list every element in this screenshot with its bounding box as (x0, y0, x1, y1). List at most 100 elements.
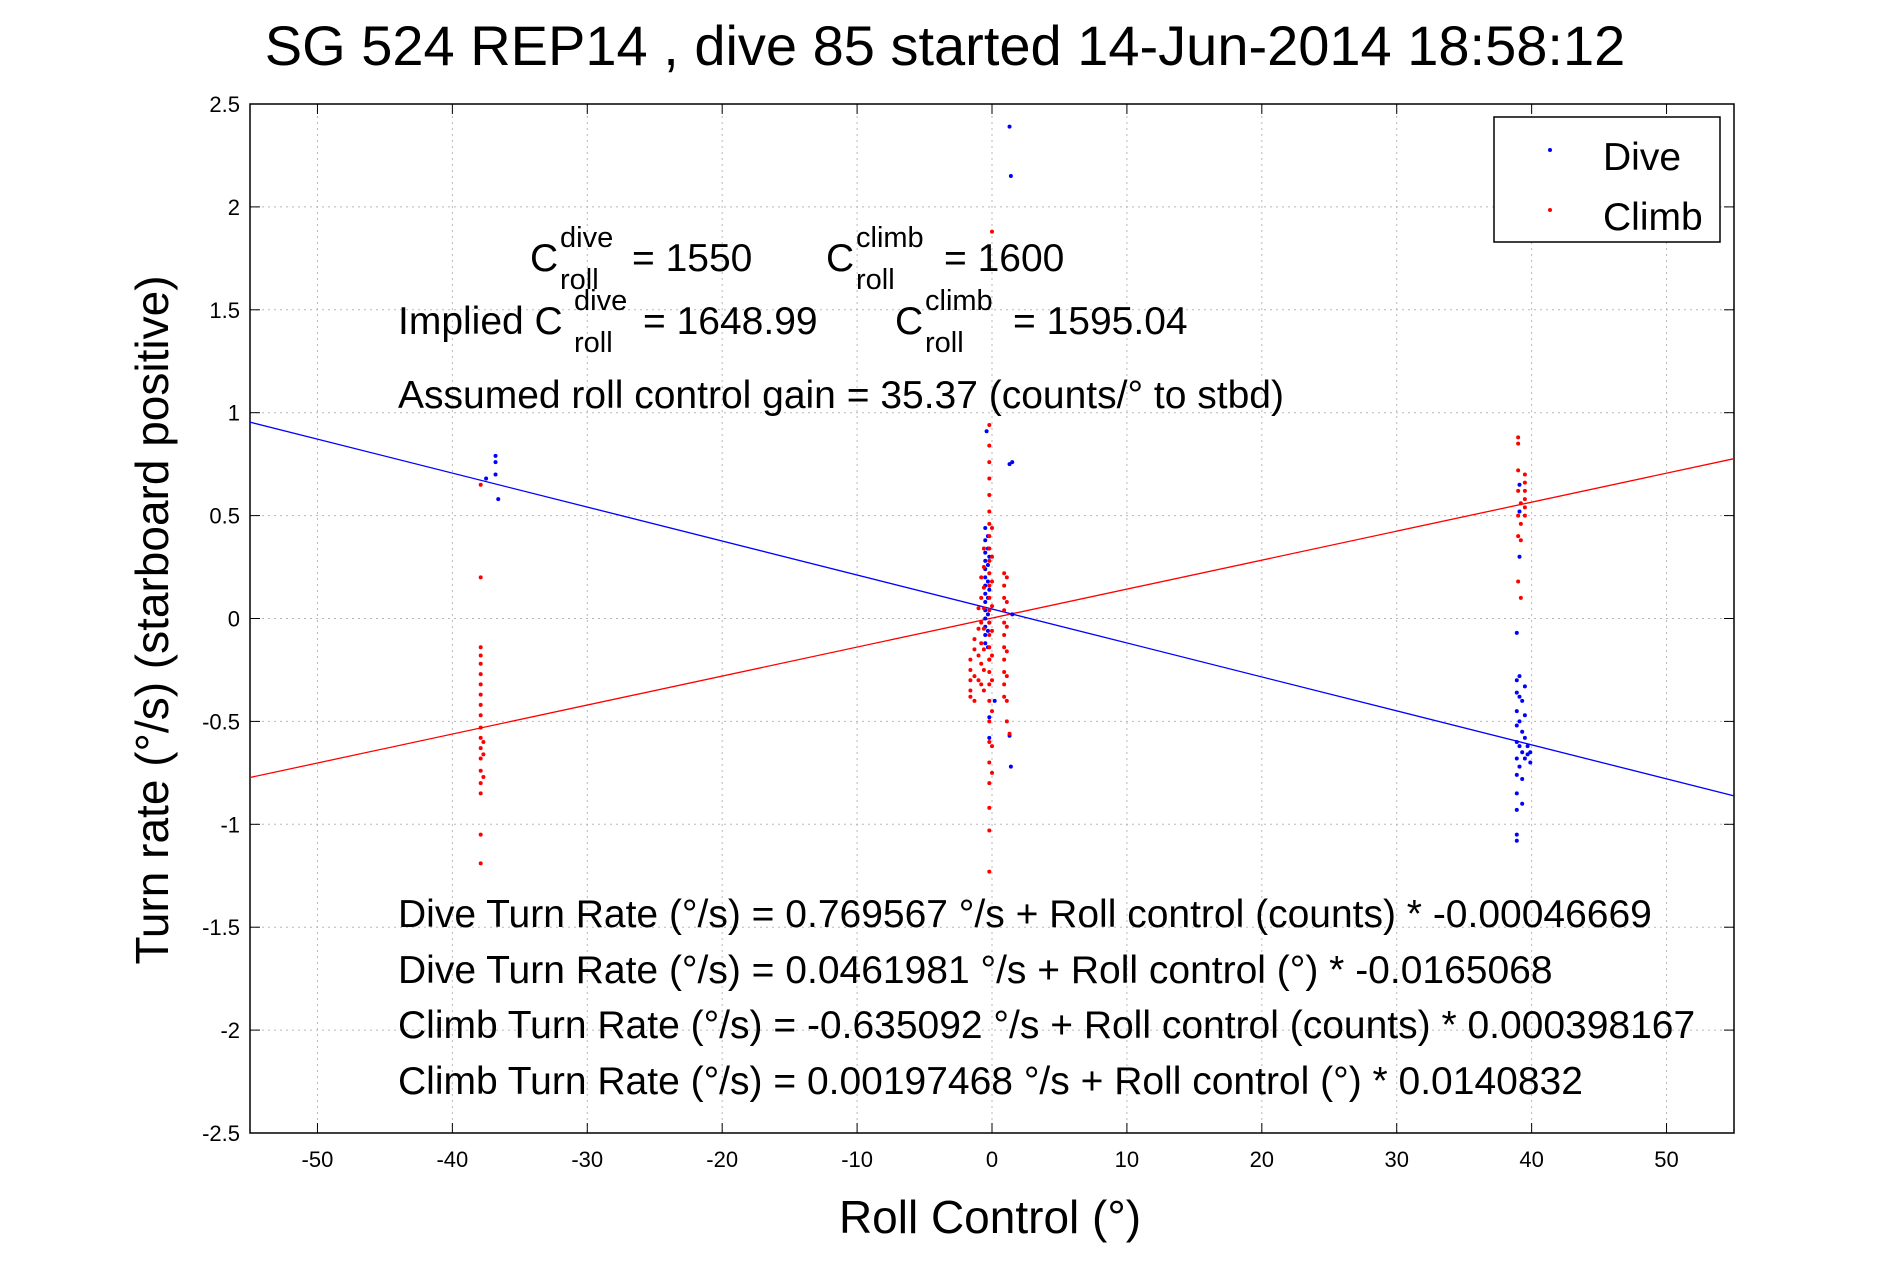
climb-point (987, 828, 992, 833)
y-axis-label: Turn rate (°/s) (starboard positive) (126, 275, 178, 964)
climb-point (990, 678, 994, 683)
climb-point (981, 546, 986, 551)
climb-point (979, 595, 984, 600)
implied-dive-subscript: roll (574, 327, 613, 359)
climb-point (1518, 595, 1523, 600)
dive-point (1514, 832, 1519, 837)
croll-climb-value: = 1600 (944, 237, 1064, 280)
climb-point (987, 509, 992, 514)
climb-degrees-equation: Climb Turn Rate (°/s) = 0.00197468 °/s +… (398, 1060, 1583, 1103)
climb-point (1522, 480, 1527, 485)
dive-point (983, 575, 988, 580)
climb-point (981, 606, 986, 611)
climb-point (1522, 513, 1527, 518)
climb-point (478, 653, 483, 658)
climb-point (478, 756, 483, 761)
legend-dive-marker (1548, 148, 1552, 152)
climb-point (1516, 441, 1521, 446)
climb-point (1516, 468, 1521, 473)
y-tick-label: -1.5 (202, 915, 240, 940)
climb-point (987, 521, 992, 526)
croll-climb-superscript: climb (856, 222, 924, 254)
dive-point (992, 698, 997, 703)
axis-ticks (250, 103, 1734, 1134)
y-tick-label: -0.5 (202, 709, 240, 734)
climb-point (1002, 682, 1007, 687)
dive-point (484, 476, 489, 481)
climb-point (990, 628, 994, 633)
dive-point (1010, 612, 1015, 617)
dive-point (1525, 744, 1530, 749)
dive-series (484, 124, 1533, 843)
dive-point (983, 591, 988, 596)
climb-point (987, 805, 992, 810)
x-tick-label: 30 (1384, 1147, 1408, 1172)
x-tick-label: -10 (841, 1147, 873, 1172)
dive-point (1514, 630, 1519, 635)
y-tick-label: 0.5 (209, 504, 240, 529)
x-tick-label: 20 (1250, 1147, 1274, 1172)
climb-point (981, 688, 986, 693)
dive-point (1520, 801, 1525, 806)
climb-point (478, 768, 483, 773)
climb-point (1007, 731, 1012, 736)
dive-point (987, 715, 992, 720)
climb-point (987, 781, 992, 786)
climb-point (981, 565, 986, 570)
dive-point (1514, 838, 1519, 843)
climb-point (987, 558, 992, 563)
climb-point (478, 692, 483, 697)
implied-climb-superscript: climb (925, 285, 993, 317)
climb-point (1004, 674, 1009, 679)
climb-point (478, 746, 483, 751)
dive-point (1520, 750, 1525, 755)
climb-point (1004, 624, 1009, 629)
dive-point (983, 558, 988, 563)
croll-dive-superscript: dive (560, 222, 613, 254)
dive-point (1520, 729, 1525, 734)
dive-point (496, 497, 501, 502)
dive-point (1528, 760, 1533, 765)
climb-point (1004, 575, 1009, 580)
dive-point (1514, 756, 1519, 761)
dive-point (1514, 739, 1519, 744)
climb-point (990, 770, 994, 775)
dive-point (1522, 713, 1527, 718)
y-tick-labels: -2.5 -2 -1.5 -1 -0.5 0 0.5 1 1.5 2 2.5 (202, 92, 240, 1146)
climb-point (979, 575, 984, 580)
dive-point (1522, 756, 1527, 761)
climb-point (478, 861, 483, 866)
climb-point (968, 667, 973, 672)
dive-point (985, 579, 990, 584)
climb-point (968, 678, 973, 683)
gain-annotation: Assumed roll control gain = 35.37 (count… (398, 374, 1284, 417)
climb-point (987, 682, 992, 687)
climb-point (478, 702, 483, 707)
climb-point (987, 546, 992, 551)
dive-point (985, 562, 990, 567)
climb-point (478, 682, 483, 687)
croll-dive-subscript: roll (560, 264, 599, 296)
data-points (478, 124, 1533, 874)
climb-point (976, 653, 981, 658)
y-tick-label: 0 (228, 607, 240, 632)
climb-point (987, 534, 992, 539)
climb-point (972, 674, 977, 679)
dive-point (1514, 807, 1519, 812)
climb-point (1002, 632, 1007, 637)
dive-point (1514, 690, 1519, 695)
dive-point (983, 641, 988, 646)
climb-point (1002, 583, 1007, 588)
climb-point (981, 667, 986, 672)
climb-point (987, 645, 992, 650)
dive-point (1008, 764, 1013, 769)
climb-series (478, 229, 1527, 874)
dive-point (1522, 735, 1527, 740)
climb-point (981, 585, 986, 590)
climb-point (1522, 505, 1527, 510)
climb-point (1516, 435, 1521, 440)
climb-point (987, 869, 992, 874)
climb-point (990, 709, 994, 714)
dive-point (1517, 764, 1522, 769)
climb-point (1522, 497, 1527, 502)
